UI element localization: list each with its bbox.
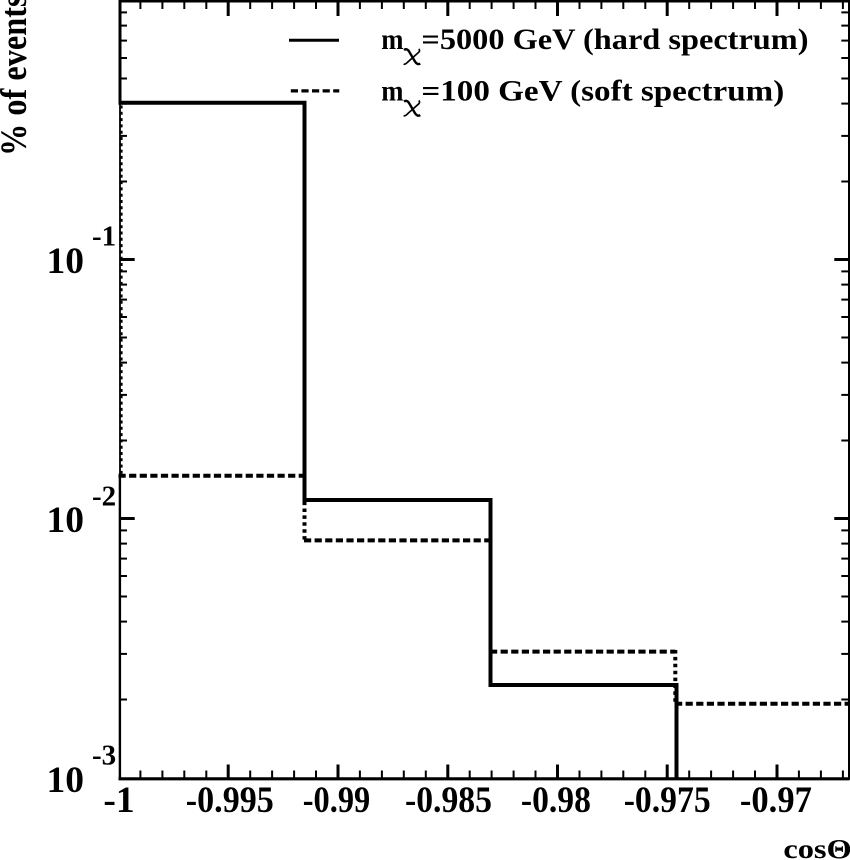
- svg-text:-2: -2: [92, 481, 116, 513]
- svg-text:-1: -1: [103, 780, 134, 821]
- svg-text:-0.98: -0.98: [521, 780, 591, 821]
- svg-text:=5000 GeV (hard spectrum): =5000 GeV (hard spectrum): [421, 22, 808, 56]
- svg-text:10: 10: [47, 500, 85, 541]
- svg-text:% of events: % of events: [0, 0, 35, 156]
- svg-text:-0.995: -0.995: [186, 780, 274, 821]
- svg-text:-0.975: -0.975: [624, 780, 711, 821]
- svg-text:m: m: [381, 75, 404, 108]
- svg-text:10: 10: [47, 241, 85, 282]
- svg-text:-0.985: -0.985: [405, 780, 492, 821]
- svg-text:=100 GeV (soft spectrum): =100 GeV (soft spectrum): [421, 74, 784, 107]
- svg-text:10: 10: [47, 760, 85, 801]
- svg-text:m: m: [381, 23, 404, 56]
- svg-text:-0.97: -0.97: [740, 780, 812, 821]
- svg-text:-3: -3: [92, 740, 116, 772]
- svg-text:-0.99: -0.99: [303, 780, 371, 821]
- svg-text:cosΘ: cosΘ: [783, 833, 850, 860]
- svg-text:-1: -1: [92, 221, 116, 253]
